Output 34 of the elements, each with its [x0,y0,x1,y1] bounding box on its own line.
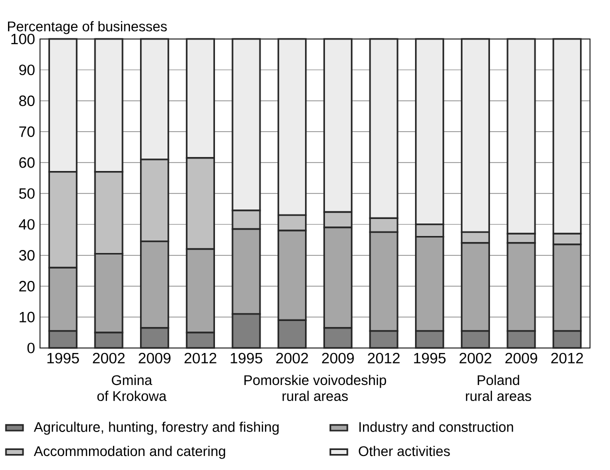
x-tick-label: 1995 [47,352,79,364]
y-tick-label: 80 [19,95,35,106]
x-tick-label: 2012 [368,352,400,364]
text: of Krokowa [97,390,167,402]
x-tick-label: 2009 [138,352,170,364]
y-tick-label: 100 [11,34,35,44]
x-tick-label: 1995 [230,352,262,364]
text: rural areas [466,390,532,402]
x-tick-label: 2002 [92,352,125,364]
y-tick-label: 10 [20,312,35,322]
x-tick-label: 2012 [184,352,216,364]
x-tick-label: 2002 [276,352,308,364]
legend-label: Industry and construction [359,422,514,435]
x-tick-label: 2012 [551,352,583,364]
text: Poland [478,374,520,386]
legend-label: Agriculture, hunting, forestry and fishing [34,422,279,435]
y-tick-label: 50 [19,188,35,199]
x-tick-label: 2002 [460,352,492,364]
y-axis-title: Percentage of businesses [8,21,167,34]
text: rural areas [282,390,348,402]
y-tick-label: 70 [19,126,35,137]
x-tick-label: 2009 [322,352,354,364]
legend-label: Other activities [358,446,450,456]
y-tick-label: 20 [19,280,35,292]
y-tick-label: 0 [27,342,35,354]
text: Gmina [112,374,152,386]
x-tick-label: 1995 [414,352,446,364]
y-tick-label: 40 [18,219,35,230]
text: Pomorskie voivodeship [244,374,386,388]
y-tick-label: 90 [19,64,35,76]
y-tick-label: 60 [19,157,35,168]
y-tick-label: 30 [19,250,35,261]
x-tick-label: 2009 [505,352,538,364]
legend-label: Accommmodation and catering [34,446,226,459]
